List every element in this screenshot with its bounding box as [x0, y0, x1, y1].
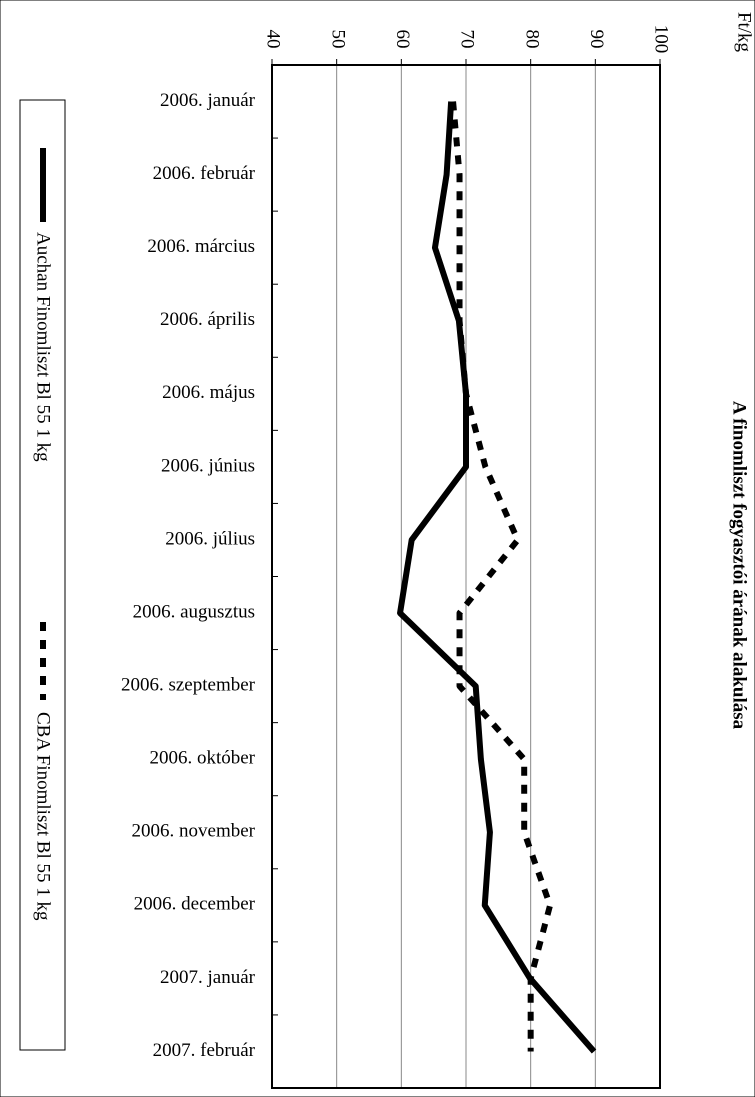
y-tick-label: 80: [521, 30, 542, 49]
y-tick-label: 40: [263, 30, 284, 49]
legend-label: CBA Finomliszt Bl 55 1 kg: [33, 712, 54, 921]
x-tick-label: 2006. szeptember: [121, 674, 256, 695]
y-tick-label: 60: [392, 30, 413, 49]
series-line: [450, 101, 554, 1052]
x-tick-label: 2006. augusztus: [133, 601, 255, 622]
series-line: [397, 101, 597, 1054]
x-tick-label: 2006. július: [165, 528, 255, 549]
x-tick-label: 2006. október: [149, 748, 255, 769]
x-tick-label: 2006. május: [162, 382, 255, 403]
y-tick-label: 70: [457, 30, 478, 49]
y-tick-label: 50: [327, 30, 348, 49]
x-tick-label: 2006. június: [161, 455, 255, 476]
y-tick-label: 90: [586, 30, 607, 49]
rotated-chart: A finomliszt fogyasztói árának alakulása…: [19, 12, 755, 1089]
x-tick-label: 2006. november: [132, 821, 256, 842]
x-tick-label: 2006. december: [134, 894, 256, 915]
x-tick-label: 2006. március: [147, 236, 255, 257]
x-tick-label: 2007. január: [160, 967, 256, 988]
x-tick-label: 2006. április: [160, 309, 255, 330]
x-tick-label: 2006. január: [160, 90, 256, 111]
legend-box: [19, 99, 66, 1051]
legend-label: Auchan Finomliszt Bl 55 1 kg: [33, 232, 54, 462]
y-tick-label: 100: [651, 25, 672, 54]
y-axis-label: Ft/kg: [734, 12, 755, 53]
chart-title: A finomliszt fogyasztói árának alakulása: [729, 401, 750, 730]
x-tick-label: 2007. február: [153, 1040, 256, 1061]
x-tick-label: 2006. február: [153, 163, 256, 184]
